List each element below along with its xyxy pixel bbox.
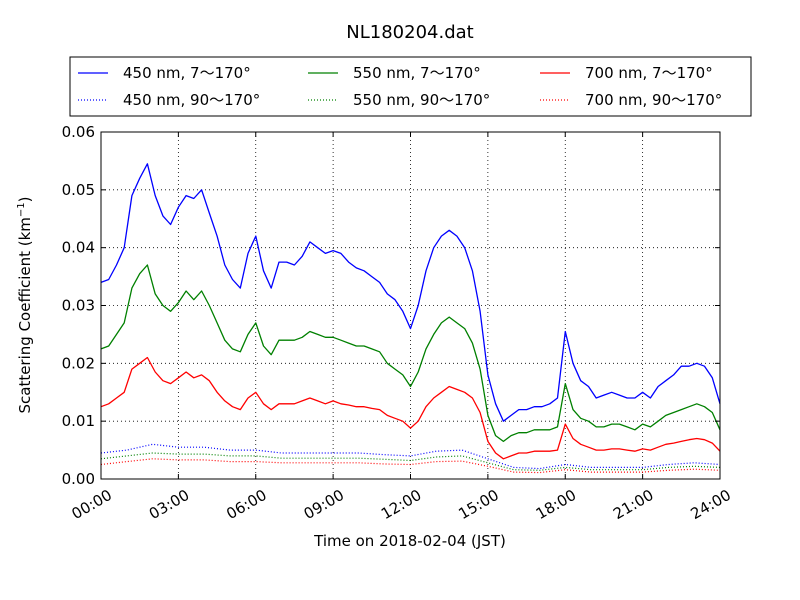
x-tick-label: 15:00 bbox=[455, 486, 501, 523]
x-tick-label: 12:00 bbox=[378, 486, 424, 523]
plot-background bbox=[101, 132, 720, 479]
legend-label-1: 550 nm, 7～170° bbox=[353, 64, 481, 82]
x-axis-title: Time on 2018-02-04 (JST) bbox=[313, 532, 506, 550]
legend: 450 nm, 7～170° 550 nm, 7～170° 700 nm, 7～17… bbox=[69, 56, 752, 117]
x-tick-label: 06:00 bbox=[223, 486, 269, 523]
legend-label-2: 700 nm, 7～170° bbox=[585, 64, 713, 82]
x-tick-label: 09:00 bbox=[301, 486, 347, 523]
x-tick-label: 18:00 bbox=[533, 486, 579, 523]
x-tick-label: 03:00 bbox=[146, 486, 192, 523]
y-axis-title-close: ) bbox=[16, 196, 34, 202]
y-axis-title: Scattering Coefficient (km−1) bbox=[16, 196, 34, 413]
y-tick-label: 0.04 bbox=[62, 239, 95, 257]
plot-area bbox=[100, 131, 721, 480]
y-tick-label: 0.02 bbox=[62, 354, 95, 372]
y-axis-title-main: Scattering Coefficient (km bbox=[16, 217, 34, 413]
series-line-1 bbox=[100, 264, 721, 443]
y-tick-label: 0.00 bbox=[62, 470, 95, 488]
legend-label-5: 700 nm, 90～170° bbox=[585, 91, 722, 109]
y-axis-title-superscript: −1 bbox=[16, 202, 27, 217]
y-tick-label: 0.05 bbox=[62, 181, 95, 199]
x-tick-label: 00:00 bbox=[69, 486, 115, 523]
x-tick-label: 21:00 bbox=[610, 486, 656, 523]
legend-label-4: 550 nm, 90～170° bbox=[353, 91, 490, 109]
series-line-0 bbox=[100, 163, 721, 422]
y-tick-label: 0.03 bbox=[62, 297, 95, 315]
series-line-5 bbox=[100, 458, 721, 474]
legend-frame bbox=[69, 56, 752, 117]
legend-label-0: 450 nm, 7～170° bbox=[123, 64, 251, 82]
chart-title: NL180204.dat bbox=[346, 22, 473, 43]
legend-label-3: 450 nm, 90～170° bbox=[123, 91, 260, 109]
x-tick-label: 24:00 bbox=[688, 486, 734, 523]
y-tick-label: 0.01 bbox=[62, 412, 95, 430]
y-tick-label: 0.06 bbox=[62, 123, 95, 141]
series-line-2 bbox=[100, 356, 721, 460]
